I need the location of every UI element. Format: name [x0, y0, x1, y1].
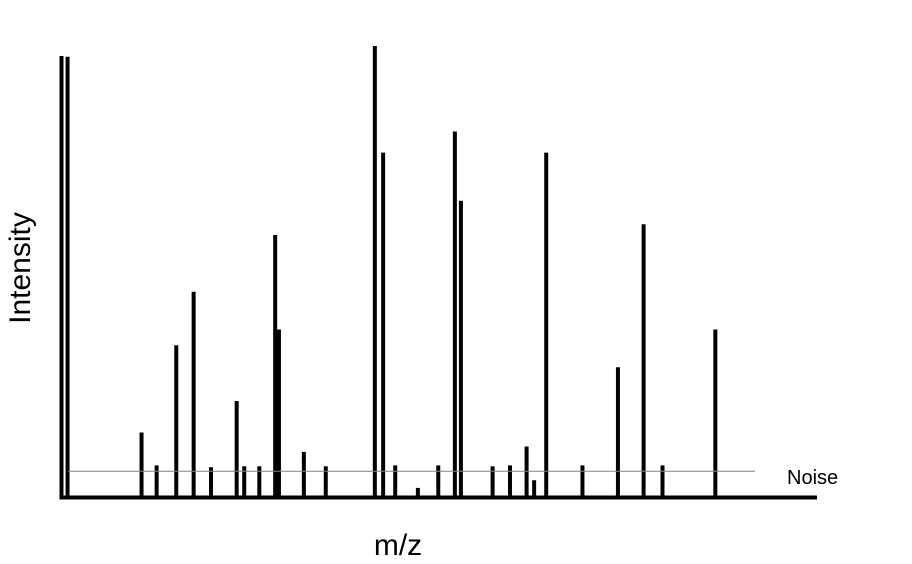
x-axis-label: m/z	[374, 529, 422, 562]
y-axis-label: Intensity	[4, 212, 37, 324]
noise-label: Noise	[787, 467, 838, 489]
peak-bars	[65, 46, 718, 496]
